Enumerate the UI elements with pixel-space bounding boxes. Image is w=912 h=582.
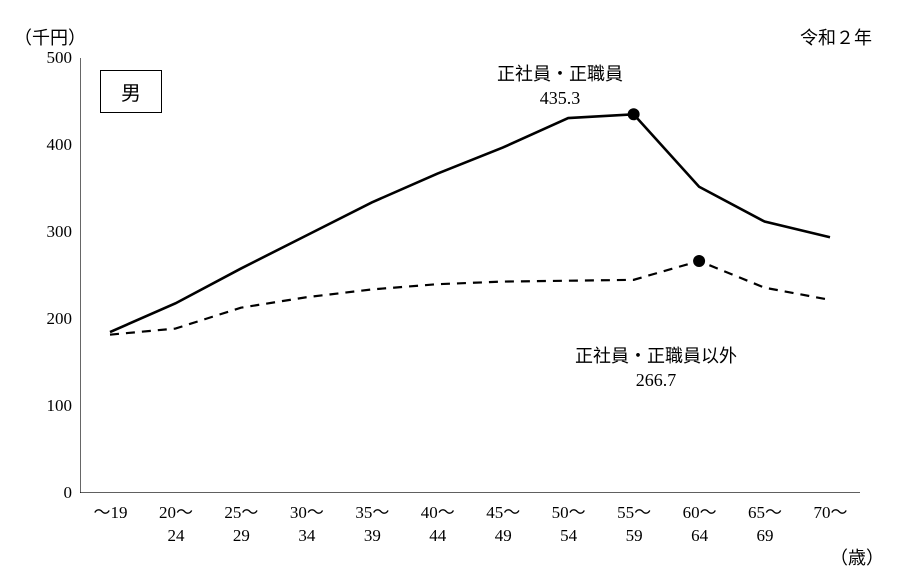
series-annotation: 正社員・正職員以外266.7 bbox=[575, 344, 737, 393]
y-tick-label: 500 bbox=[32, 48, 72, 68]
y-tick-label: 0 bbox=[32, 483, 72, 503]
x-tick-label: 20～ 24 bbox=[143, 502, 208, 548]
x-tick-label: 30～ 34 bbox=[274, 502, 339, 548]
x-tick-label: 60～ 64 bbox=[667, 502, 732, 548]
x-tick-label: 35～ 39 bbox=[340, 502, 405, 548]
x-axis-unit: （歳） bbox=[830, 544, 884, 570]
wage-chart: （千円） 令和２年 男 （歳） 0100200300400500 ～1920～ … bbox=[0, 0, 912, 582]
plot-svg bbox=[80, 58, 860, 493]
y-tick-label: 400 bbox=[32, 135, 72, 155]
x-tick-label: 45～ 49 bbox=[471, 502, 536, 548]
x-tick-label: 25～ 29 bbox=[209, 502, 274, 548]
x-tick-label: 65～ 69 bbox=[733, 502, 798, 548]
x-tick-label: 40～ 44 bbox=[405, 502, 470, 548]
x-tick-label: ～19 bbox=[78, 502, 143, 525]
x-tick-label: 50～ 54 bbox=[536, 502, 601, 548]
series-annotation: 正社員・正職員435.3 bbox=[497, 62, 623, 111]
y-tick-label: 200 bbox=[32, 309, 72, 329]
x-tick-label: 55～ 59 bbox=[602, 502, 667, 548]
era-label: 令和２年 bbox=[800, 24, 872, 50]
y-axis-unit: （千円） bbox=[14, 24, 86, 50]
y-tick-label: 100 bbox=[32, 396, 72, 416]
y-tick-label: 300 bbox=[32, 222, 72, 242]
x-tick-label: 70～ bbox=[798, 502, 863, 525]
